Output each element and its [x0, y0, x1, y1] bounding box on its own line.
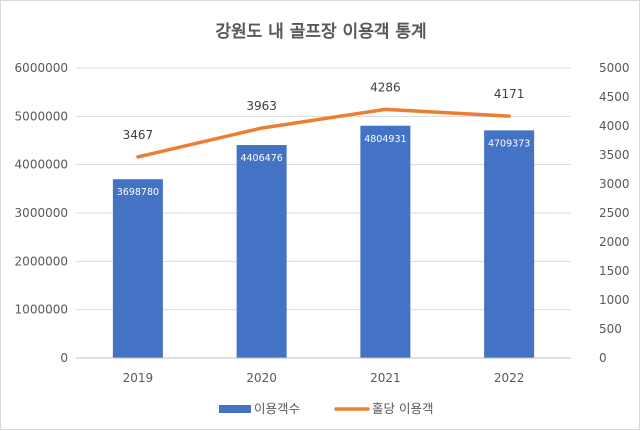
y-right-tick-label: 2500: [599, 206, 630, 220]
bar: [236, 145, 287, 358]
legend: 이용객수 홀당 이용객: [219, 401, 433, 416]
x-tick-label: 2021: [370, 371, 401, 385]
line-data-label: 3467: [123, 128, 154, 142]
chart-title: 강원도 내 골프장 이용객 통계: [215, 22, 426, 42]
y-left-tick-label: 1000000: [15, 303, 68, 317]
y-left-tick-label: 2000000: [15, 254, 68, 268]
y-right-tick-label: 1500: [599, 264, 630, 278]
line-series: 3467 3963 4286 4171: [123, 80, 525, 159]
x-tick-label: 2022: [494, 371, 525, 385]
bar-data-label: 4406476: [240, 153, 282, 164]
bar: [360, 125, 411, 359]
bar: [484, 130, 535, 358]
y-right-tick-label: 3000: [599, 177, 630, 191]
line-data-label: 4286: [370, 80, 401, 94]
bar-series: 3698780 4406476 4804931 4709373: [112, 125, 535, 359]
y-right-tick-label: 4500: [599, 90, 630, 104]
bar-data-label: 3698780: [117, 187, 159, 198]
line-data-label: 4171: [494, 87, 525, 101]
y-right-tick-label: 2000: [599, 235, 630, 249]
y-left-tick-label: 4000000: [15, 158, 68, 172]
y-right-tick-label: 1000: [599, 293, 630, 307]
y-left-tick-label: 5000000: [15, 109, 68, 123]
axes: 0 1000000 2000000 3000000 4000000 5000000 6000…: [15, 61, 630, 385]
bar: [112, 179, 163, 358]
y-right-tick-label: 4000: [599, 119, 630, 133]
bar-data-label: 4804931: [364, 134, 406, 145]
x-tick-label: 2020: [246, 371, 277, 385]
y-left-tick-label: 3000000: [15, 206, 68, 220]
y-right-tick-label: 3500: [599, 148, 630, 162]
x-tick-label: 2019: [123, 371, 154, 385]
y-right-tick-label: 0: [599, 351, 607, 365]
y-right-tick-label: 5000: [599, 61, 630, 75]
y-right-tick-label: 500: [599, 322, 622, 336]
legend-label-bar: 이용객수: [254, 401, 300, 416]
line-path: [136, 107, 511, 159]
y-left-tick-label: 6000000: [15, 61, 68, 75]
line-data-label: 3963: [246, 99, 277, 113]
bar-data-label: 4709373: [488, 138, 530, 149]
y-left-tick-label: 0: [60, 351, 68, 365]
legend-swatch-bar: [219, 405, 251, 413]
legend-label-line: 홀당 이용객: [372, 401, 433, 416]
